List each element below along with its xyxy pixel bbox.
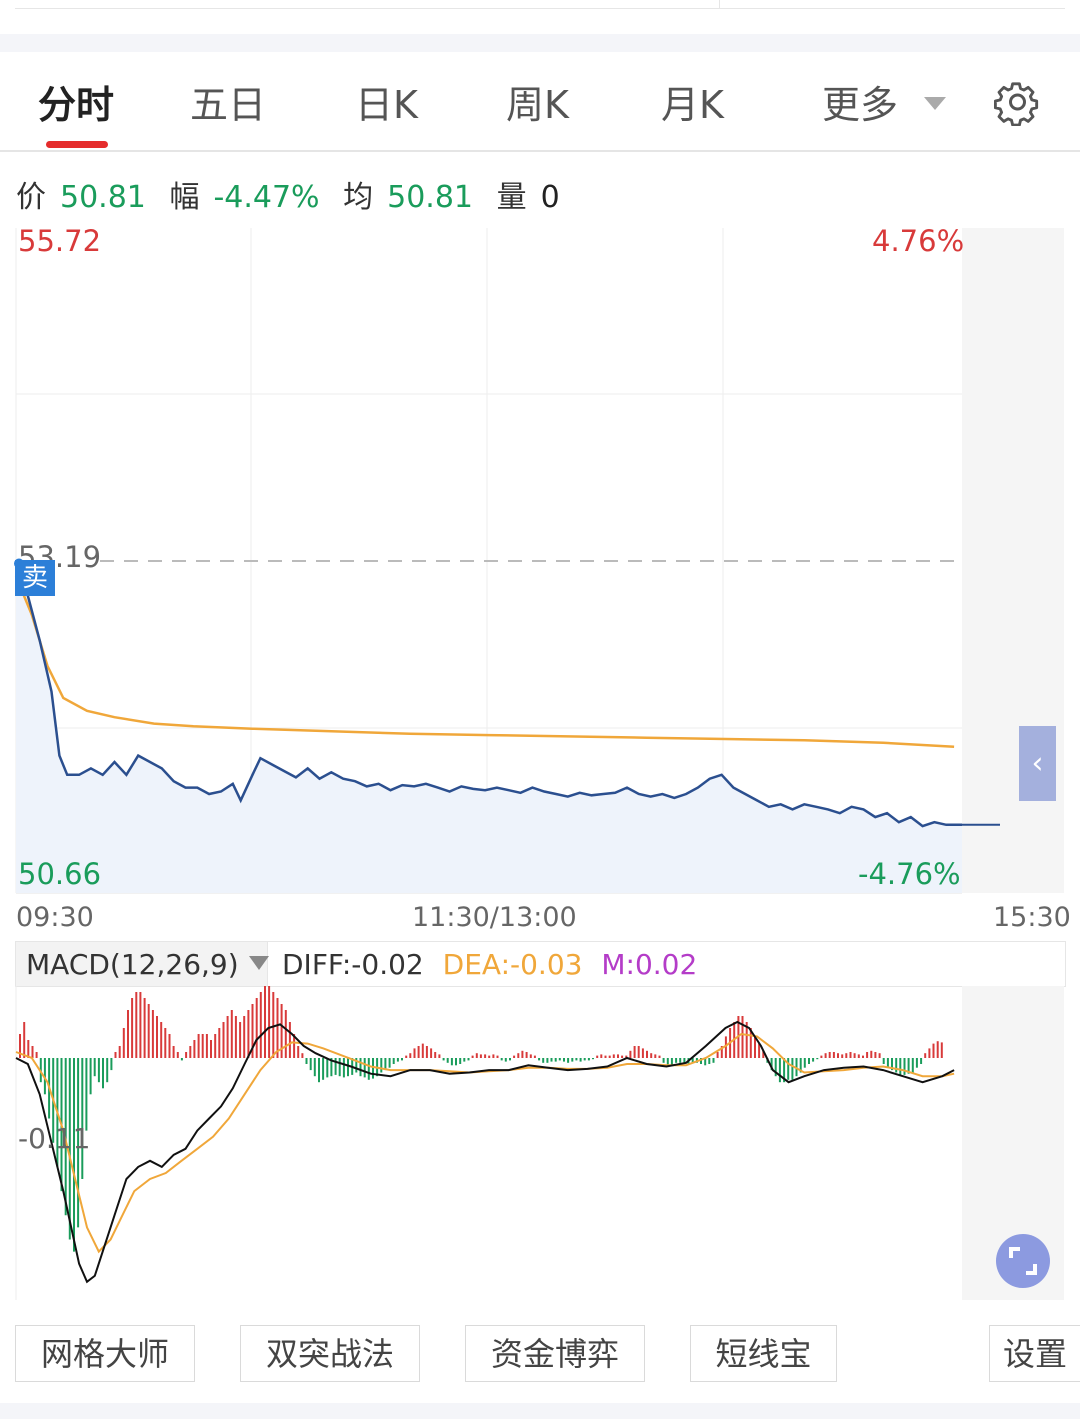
y-axis-min-label: 50.66 <box>18 857 102 891</box>
sell-badge[interactable]: 卖 <box>15 560 55 596</box>
tool-settings-button[interactable]: 设置 <box>989 1325 1080 1382</box>
fullscreen-button[interactable] <box>996 1234 1050 1288</box>
change-label: 幅 <box>169 180 200 215</box>
dea-line <box>15 1032 955 1254</box>
tool-capital-game-button[interactable]: 资金博弈 <box>465 1325 645 1382</box>
volume-label: 量 <box>496 180 527 215</box>
dea-value: DEA:-0.03 <box>442 948 583 981</box>
diff-line <box>15 1020 955 1284</box>
volume-value: 0 <box>540 180 560 215</box>
macd-chart[interactable] <box>0 986 1080 1302</box>
tab-intraday[interactable]: 分时 <box>38 83 115 127</box>
macd-y-axis-label: -0.11 <box>18 1122 91 1155</box>
change-value: -4.47% <box>213 180 320 215</box>
top-strip <box>0 0 1080 34</box>
gear-icon[interactable] <box>994 78 1042 126</box>
y-axis-max-label: 55.72 <box>18 224 102 258</box>
side-panel-handle[interactable]: ‹ <box>1019 726 1056 801</box>
dea-number: -0.03 <box>510 948 583 981</box>
macd-values: DIFF:-0.02 DEA:-0.03 M:0.02 <box>282 942 707 988</box>
tab-weekly-k[interactable]: 周K <box>506 83 569 127</box>
active-tab-indicator <box>46 141 108 148</box>
y-axis-min-pct-label: -4.76% <box>858 857 961 891</box>
top-divider-tick <box>719 0 720 9</box>
tab-daily-k[interactable]: 日K <box>355 83 418 127</box>
section-gap <box>0 34 1080 52</box>
bottom-band <box>0 1403 1080 1419</box>
price-value: 50.81 <box>60 180 146 215</box>
y-axis-max-pct-label: 4.76% <box>872 224 965 258</box>
average-price-line <box>14 575 955 748</box>
price-area-fill <box>16 563 962 893</box>
indicator-name: MACD(12,26,9) <box>26 948 239 981</box>
price-line <box>14 563 962 828</box>
tab-monthly-k[interactable]: 月K <box>661 83 724 127</box>
indicator-dropdown-icon <box>248 956 269 970</box>
tab-more-label: 更多 <box>822 83 899 127</box>
diff-value: DIFF:-0.02 <box>282 948 424 981</box>
price-label: 价 <box>16 180 46 215</box>
tool-short-term-button[interactable]: 短线宝 <box>690 1325 837 1382</box>
tab-five-day[interactable]: 五日 <box>190 83 267 127</box>
x-axis-mid-label: 11:30/13:00 <box>412 902 577 933</box>
expand-icon <box>1009 1247 1037 1275</box>
avg-label: 均 <box>343 180 374 215</box>
indicator-selector[interactable]: MACD(12,26,9) <box>16 942 269 986</box>
tab-more[interactable]: 更多 <box>822 74 947 129</box>
dropdown-caret-icon <box>924 97 947 110</box>
price-chart[interactable] <box>0 226 1080 898</box>
top-divider <box>15 8 1065 9</box>
macd-legend-bar: MACD(12,26,9) DIFF:-0.02 DEA:-0.03 M:0.0… <box>15 941 1066 987</box>
tool-double-break-button[interactable]: 双突战法 <box>240 1325 420 1382</box>
m-value: M:0.02 <box>601 948 698 981</box>
m-number: 0.02 <box>634 948 698 981</box>
avg-value: 50.81 <box>387 180 474 215</box>
period-tab-bar: 分时 五日 日K 周K 月K 更多 <box>0 52 1080 152</box>
x-axis-start-label: 09:30 <box>16 902 94 933</box>
tool-grid-master-button[interactable]: 网格大师 <box>15 1325 195 1382</box>
x-axis-end-label: 15:30 <box>993 902 1071 933</box>
diff-number: -0.02 <box>351 948 424 981</box>
